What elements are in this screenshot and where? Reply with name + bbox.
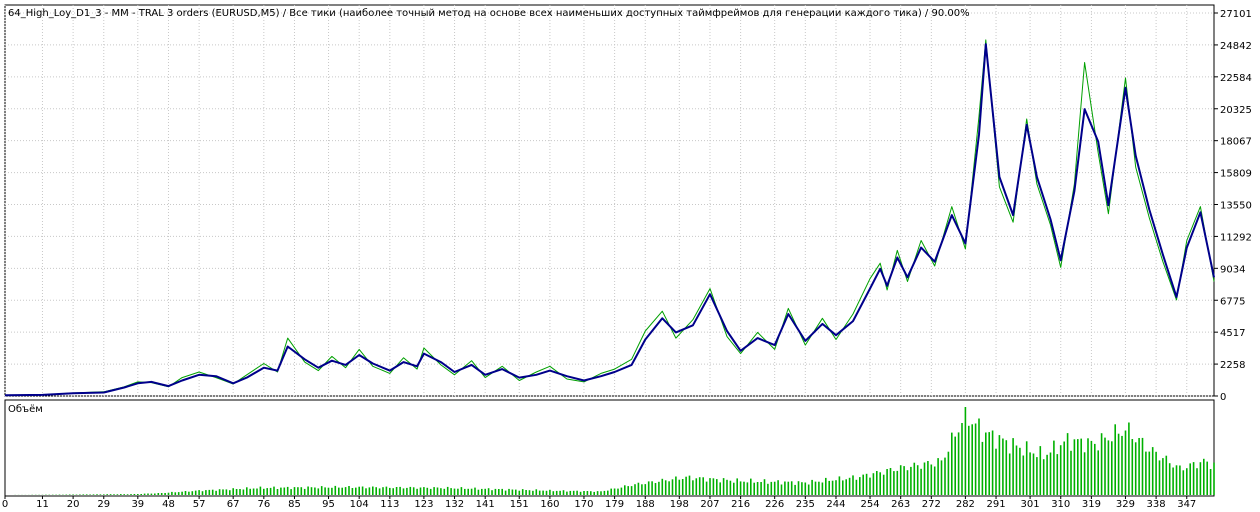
x-tick-label: 263 bbox=[891, 499, 910, 510]
y-tick-label: 24842 bbox=[1220, 41, 1252, 52]
x-tick-label: 226 bbox=[765, 499, 784, 510]
x-tick-label: 20 bbox=[67, 499, 80, 510]
y-tick-label: 0 bbox=[1220, 392, 1226, 403]
y-tick-label: 18067 bbox=[1220, 137, 1252, 148]
x-tick-label: 160 bbox=[540, 499, 559, 510]
x-tick-label: 338 bbox=[1147, 499, 1166, 510]
x-tick-label: 113 bbox=[380, 499, 399, 510]
balance-line bbox=[4, 43, 1215, 397]
y-tick-label: 9034 bbox=[1220, 264, 1245, 275]
x-tick-label: 347 bbox=[1177, 499, 1196, 510]
x-tick-label: 235 bbox=[796, 499, 815, 510]
x-tick-label: 151 bbox=[510, 499, 529, 510]
x-tick-label: 179 bbox=[605, 499, 624, 510]
x-tick-label: 291 bbox=[986, 499, 1005, 510]
x-tick-label: 188 bbox=[636, 499, 655, 510]
y-tick-label: 22584 bbox=[1220, 73, 1252, 84]
x-tick-label: 123 bbox=[414, 499, 433, 510]
y-tick-label: 4517 bbox=[1220, 328, 1245, 339]
x-tick-label: 57 bbox=[193, 499, 206, 510]
y-tick-label: 2258 bbox=[1220, 360, 1245, 371]
volume-bars bbox=[14, 407, 1215, 495]
x-tick-label: 216 bbox=[731, 499, 750, 510]
y-tick-label: 6775 bbox=[1220, 296, 1245, 307]
x-tick-label: 254 bbox=[860, 499, 879, 510]
x-axis: 0 11 20 29 39 48 57 67 76 85 95 104 113 123 132 141 151 1… bbox=[2, 496, 1196, 510]
x-tick-label: 85 bbox=[288, 499, 301, 510]
main-grid bbox=[4, 5, 1214, 397]
x-tick-label: 244 bbox=[826, 499, 845, 510]
x-tick-label: 67 bbox=[227, 499, 240, 510]
x-tick-label: 76 bbox=[257, 499, 270, 510]
x-tick-label: 48 bbox=[162, 499, 175, 510]
volume-panel-label: Объём bbox=[8, 404, 43, 415]
x-tick-label: 104 bbox=[350, 499, 369, 510]
x-tick-label: 39 bbox=[131, 499, 144, 510]
x-tick-label: 170 bbox=[574, 499, 593, 510]
x-tick-label: 329 bbox=[1116, 499, 1135, 510]
x-tick-label: 198 bbox=[670, 499, 689, 510]
x-tick-label: 95 bbox=[322, 499, 335, 510]
x-tick-label: 0 bbox=[2, 499, 8, 510]
y-tick-label: 15809 bbox=[1220, 169, 1252, 180]
x-tick-label: 301 bbox=[1021, 499, 1040, 510]
x-tick-label: 272 bbox=[922, 499, 941, 510]
x-tick-label: 310 bbox=[1051, 499, 1070, 510]
x-tick-label: 11 bbox=[36, 499, 49, 510]
y-tick-label: 27101 bbox=[1220, 9, 1252, 20]
chart-title: 64_High_Loy_D1_3 - MM - TRAL 3 orders (E… bbox=[8, 8, 970, 19]
y-tick-label: 20325 bbox=[1220, 105, 1252, 116]
x-tick-label: 29 bbox=[97, 499, 110, 510]
x-tick-label: 282 bbox=[956, 499, 975, 510]
y-tick-label: 13550 bbox=[1220, 201, 1252, 212]
x-tick-label: 319 bbox=[1082, 499, 1101, 510]
main-plot-frame bbox=[4, 4, 1215, 397]
x-tick-label: 141 bbox=[476, 499, 495, 510]
y-tick-label: 11292 bbox=[1220, 232, 1252, 243]
volume-plot-frame bbox=[4, 399, 1215, 497]
x-tick-label: 132 bbox=[445, 499, 464, 510]
balance-series bbox=[4, 43, 1215, 397]
x-tick-label: 207 bbox=[700, 499, 719, 510]
y-axis: 0 2258 4517 6775 9034 11292 13550 15809 18067 203… bbox=[1214, 9, 1252, 403]
